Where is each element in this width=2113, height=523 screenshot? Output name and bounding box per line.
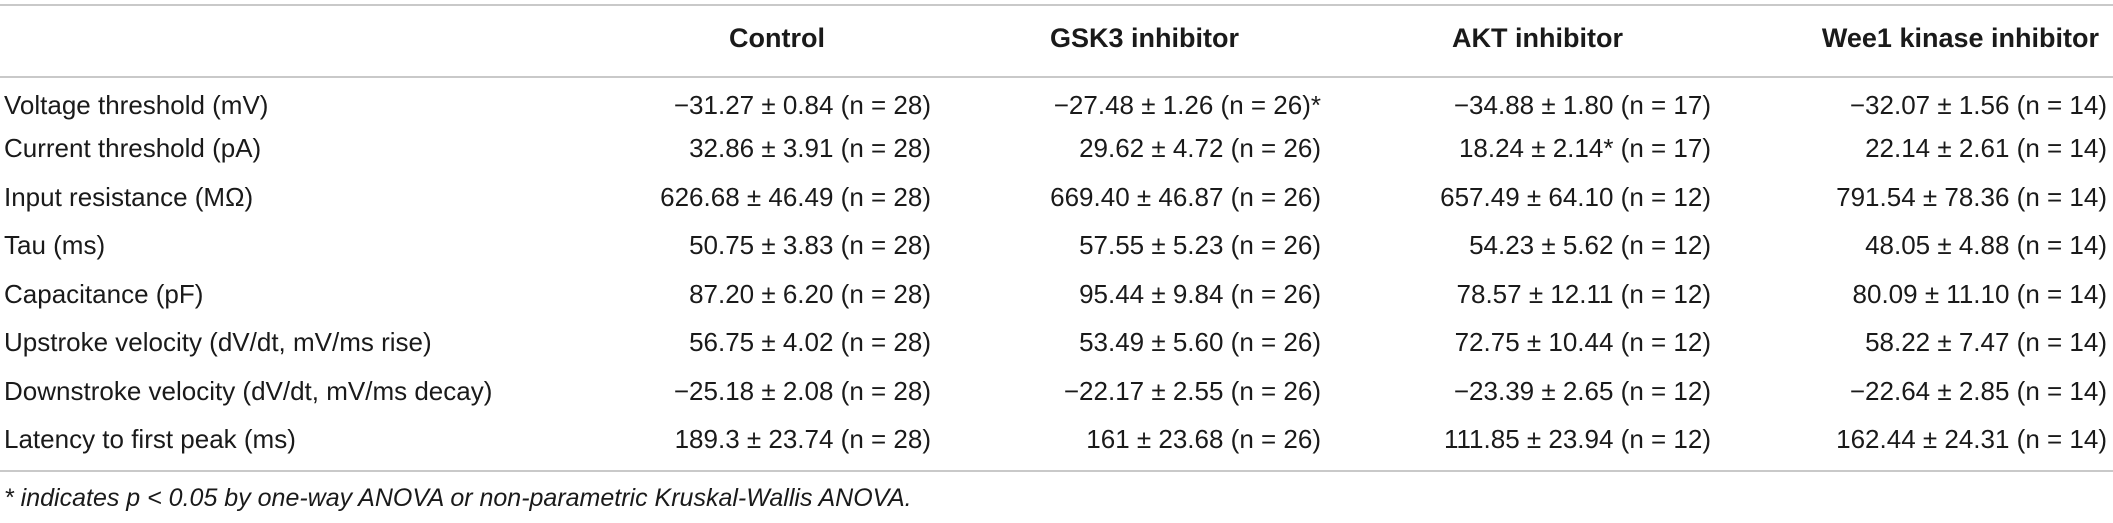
table-row: Input resistance (MΩ) 626.68 ± 46.49 (n =… (0, 173, 2113, 222)
table-cell: 56.75 ± 4.02 (n = 28) (689, 327, 931, 358)
table-cell: −32.07 ± 1.56 (n = 14) (1849, 89, 2107, 120)
bottom-rule (0, 470, 2113, 472)
row-label: Voltage threshold (mV) (4, 89, 269, 120)
table-cell: −22.17 ± 2.55 (n = 26) (1063, 375, 1321, 406)
table-cell: 53.49 ± 5.60 (n = 26) (1079, 327, 1321, 358)
table-cell: 87.20 ± 6.20 (n = 28) (689, 278, 931, 309)
table-cell: 50.75 ± 3.83 (n = 28) (689, 230, 931, 261)
table-footnote: * indicates p < 0.05 by one-way ANOVA or… (4, 484, 912, 512)
table-row: Tau (ms) 50.75 ± 3.83 (n = 28) 57.55 ± 5.2… (0, 222, 2113, 271)
table-cell: 18.24 ± 2.14* (n = 17) (1458, 133, 1711, 164)
table-cell: 80.09 ± 11.10 (n = 14) (1852, 278, 2107, 309)
table-row: Capacitance (pF) 87.20 ± 6.20 (n = 28) 95.… (0, 270, 2113, 319)
table-cell: 626.68 ± 46.49 (n = 28) (660, 181, 931, 212)
table-row: Voltage threshold (mV) −31.27 ± 0.84 (n =… (0, 76, 2113, 125)
row-label: Capacitance (pF) (4, 278, 204, 309)
table-cell: 189.3 ± 23.74 (n = 28) (674, 424, 931, 455)
header-rule (0, 76, 2113, 78)
table-cell: 111.85 ± 23.94 (n = 12) (1444, 424, 1711, 455)
table-cell: 22.14 ± 2.61 (n = 14) (1865, 133, 2107, 164)
table-row: Upstroke velocity (dV/dt, mV/ms rise) 56.… (0, 319, 2113, 368)
row-label: Tau (ms) (4, 230, 106, 261)
header-row: Control GSK3 inhibitor AKT inhibitor Wee… (0, 0, 2113, 76)
table-cell: 58.22 ± 7.47 (n = 14) (1865, 327, 2107, 358)
table-cell: 78.57 ± 12.11 (n = 12) (1456, 278, 1711, 309)
table-cell: 657.49 ± 64.10 (n = 12) (1440, 181, 1711, 212)
table-cell: 669.40 ± 46.87 (n = 26) (1050, 181, 1321, 212)
table-cell: −27.48 ± 1.26 (n = 26)* (1053, 89, 1321, 120)
electrophysiology-table: Control GSK3 inhibitor AKT inhibitor Wee… (0, 0, 2113, 465)
row-label: Current threshold (pA) (4, 133, 262, 164)
column-header-gsk3-inhibitor: GSK3 inhibitor (1050, 22, 1239, 53)
column-header-akt-inhibitor: AKT inhibitor (1452, 22, 1623, 53)
table-cell: 48.05 ± 4.88 (n = 14) (1865, 230, 2107, 261)
column-header-parameter (0, 0, 545, 76)
table-cell: −25.18 ± 2.08 (n = 28) (673, 375, 931, 406)
table-row: Downstroke velocity (dV/dt, mV/ms decay)… (0, 367, 2113, 416)
table-cell: 57.55 ± 5.23 (n = 26) (1079, 230, 1321, 261)
row-label: Upstroke velocity (dV/dt, mV/ms rise) (4, 327, 432, 358)
top-rule (0, 4, 2113, 6)
row-label: Downstroke velocity (dV/dt, mV/ms decay) (4, 375, 493, 406)
column-header-control: Control (729, 22, 825, 53)
table-cell: 32.86 ± 3.91 (n = 28) (689, 133, 931, 164)
table-cell: −22.64 ± 2.85 (n = 14) (1849, 375, 2107, 406)
table-cell: 791.54 ± 78.36 (n = 14) (1836, 181, 2107, 212)
table-cell: 95.44 ± 9.84 (n = 26) (1079, 278, 1321, 309)
table-cell: 54.23 ± 5.62 (n = 12) (1469, 230, 1711, 261)
row-label: Latency to first peak (ms) (4, 424, 296, 455)
column-header-wee1-kinase-inhibitor: Wee1 kinase inhibitor (1821, 22, 2099, 53)
table-row: Current threshold (pA) 32.86 ± 3.91 (n = … (0, 125, 2113, 174)
table-cell: −34.88 ± 1.80 (n = 17) (1453, 89, 1711, 120)
table-row: Latency to first peak (ms) 189.3 ± 23.74 … (0, 416, 2113, 465)
table-cell: 161 ± 23.68 (n = 26) (1086, 424, 1321, 455)
table-cell: 29.62 ± 4.72 (n = 26) (1079, 133, 1321, 164)
table-cell: −23.39 ± 2.65 (n = 12) (1453, 375, 1711, 406)
table-cell: 162.44 ± 24.31 (n = 14) (1836, 424, 2107, 455)
row-label: Input resistance (MΩ) (4, 181, 254, 212)
table-cell: 72.75 ± 10.44 (n = 12) (1454, 327, 1711, 358)
table-cell: −31.27 ± 0.84 (n = 28) (673, 89, 931, 120)
